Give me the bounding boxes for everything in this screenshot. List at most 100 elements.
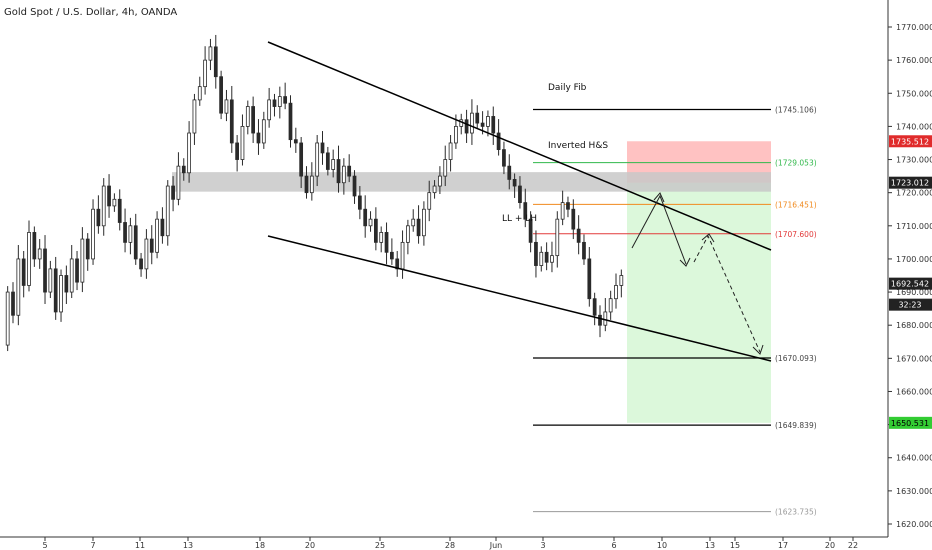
candle-body: [224, 99, 229, 114]
candle-body: [315, 142, 320, 177]
candle-body: [555, 218, 560, 257]
candle-body: [128, 225, 133, 243]
candle-body: [411, 218, 416, 227]
candle-body: [229, 99, 234, 144]
candle-body: [422, 208, 426, 237]
candle-body: [288, 102, 293, 141]
price-badge: [889, 416, 932, 429]
candle-body: [213, 46, 218, 78]
candle-body: [48, 268, 53, 293]
y-tick-label: 1700.000: [896, 255, 932, 264]
candle-body: [112, 198, 117, 207]
candle-body: [406, 225, 410, 243]
x-tick-label: Jun: [489, 541, 503, 550]
candle-body: [64, 275, 69, 293]
candle-body: [144, 238, 149, 270]
candle-body: [544, 251, 549, 263]
price-badge-label: 32:23: [898, 301, 921, 310]
candle-body: [416, 218, 421, 237]
y-tick-label: 1760.000: [896, 56, 932, 65]
candle-body: [336, 159, 341, 184]
y-tick-label: 1660.000: [896, 387, 932, 396]
candle-body: [373, 218, 378, 243]
candle-body: [80, 238, 85, 283]
x-tick-label: 11: [135, 541, 145, 550]
candle-body: [619, 275, 624, 286]
price-badge-label: 1692.542: [891, 280, 929, 289]
candle-body: [197, 86, 202, 101]
candle-body: [133, 225, 138, 260]
price-badge-label: 1735.512: [891, 137, 929, 146]
candle-body: [160, 218, 165, 237]
arrowhead-up: [653, 192, 665, 203]
x-tick-label: 5: [42, 541, 47, 550]
x-tick-label: 18: [255, 541, 265, 550]
candle-body: [368, 218, 373, 227]
arrowhead-dashed-down: [752, 344, 764, 355]
candle-body: [21, 258, 26, 286]
y-tick-label: 1710.000: [896, 222, 932, 231]
y-tick-label: 1720.000: [896, 189, 932, 198]
y-tick-label: 1670.000: [896, 354, 932, 363]
candle-body: [219, 76, 223, 114]
candle-body: [325, 152, 330, 170]
candle-body: [139, 258, 143, 270]
candle-body: [267, 99, 272, 121]
candle-body: [528, 218, 533, 243]
candle-body: [507, 165, 512, 180]
channel-lower-line: [267, 235, 772, 362]
x-tick-label: 15: [730, 541, 740, 550]
annotation-daily-fib: Daily Fib: [548, 83, 587, 93]
channel-upper-line: [267, 41, 772, 251]
y-tick-label: 1740.000: [896, 122, 932, 131]
candle-body: [400, 241, 405, 270]
candle-body: [43, 248, 47, 293]
chart-title: Gold Spot / U.S. Dollar, 4h, OANDA: [4, 7, 177, 18]
candle-body: [614, 285, 618, 300]
annotation-ll-lh: LL + LH: [502, 214, 537, 224]
candle-body: [165, 185, 170, 237]
candle-body: [240, 126, 245, 160]
y-tick-label: 1770.000: [896, 23, 932, 32]
arrowhead-dashed-up: [701, 233, 715, 243]
candle-body: [491, 116, 496, 134]
candle-body: [539, 251, 544, 266]
candle-body: [464, 119, 469, 134]
candle-body: [91, 208, 95, 260]
candle-body: [85, 238, 90, 260]
candle-body: [149, 238, 154, 253]
fib-level-label: (1623.735): [775, 508, 817, 517]
candle-body: [438, 175, 442, 187]
x-tick-label: 6: [611, 541, 616, 550]
price-badge: [889, 176, 932, 189]
x-tick-label: 22: [848, 541, 858, 550]
candle-body: [390, 251, 394, 260]
annotation-inverted-hs: Inverted H&S: [548, 141, 608, 151]
candle-body: [576, 228, 581, 243]
candle-body: [187, 132, 191, 174]
candle-body: [261, 119, 266, 144]
y-tick-label: 1630.000: [896, 487, 932, 496]
candle-body: [235, 142, 239, 160]
candle-body: [37, 248, 42, 260]
candle-body: [523, 202, 528, 220]
candle-body: [480, 122, 485, 127]
candle-body: [117, 198, 122, 223]
candle-body: [603, 311, 608, 326]
target-zone: [627, 182, 771, 423]
candle-body: [107, 185, 111, 207]
y-tick-label: 1750.000: [896, 89, 932, 98]
price-badge-label: 1650.531: [891, 419, 929, 428]
candle-body: [123, 222, 127, 243]
candle-body: [352, 175, 357, 197]
y-tick-label: 1730.000: [896, 156, 932, 165]
fib-level-label: (1745.106): [775, 105, 817, 114]
candle-body: [277, 96, 282, 107]
candle-body: [608, 298, 613, 313]
y-tick-label: 1680.000: [896, 321, 932, 330]
candle-body: [155, 218, 159, 253]
candle-body: [304, 175, 309, 194]
price-badge: [889, 298, 932, 311]
y-tick-label: 1690.000: [896, 288, 932, 297]
